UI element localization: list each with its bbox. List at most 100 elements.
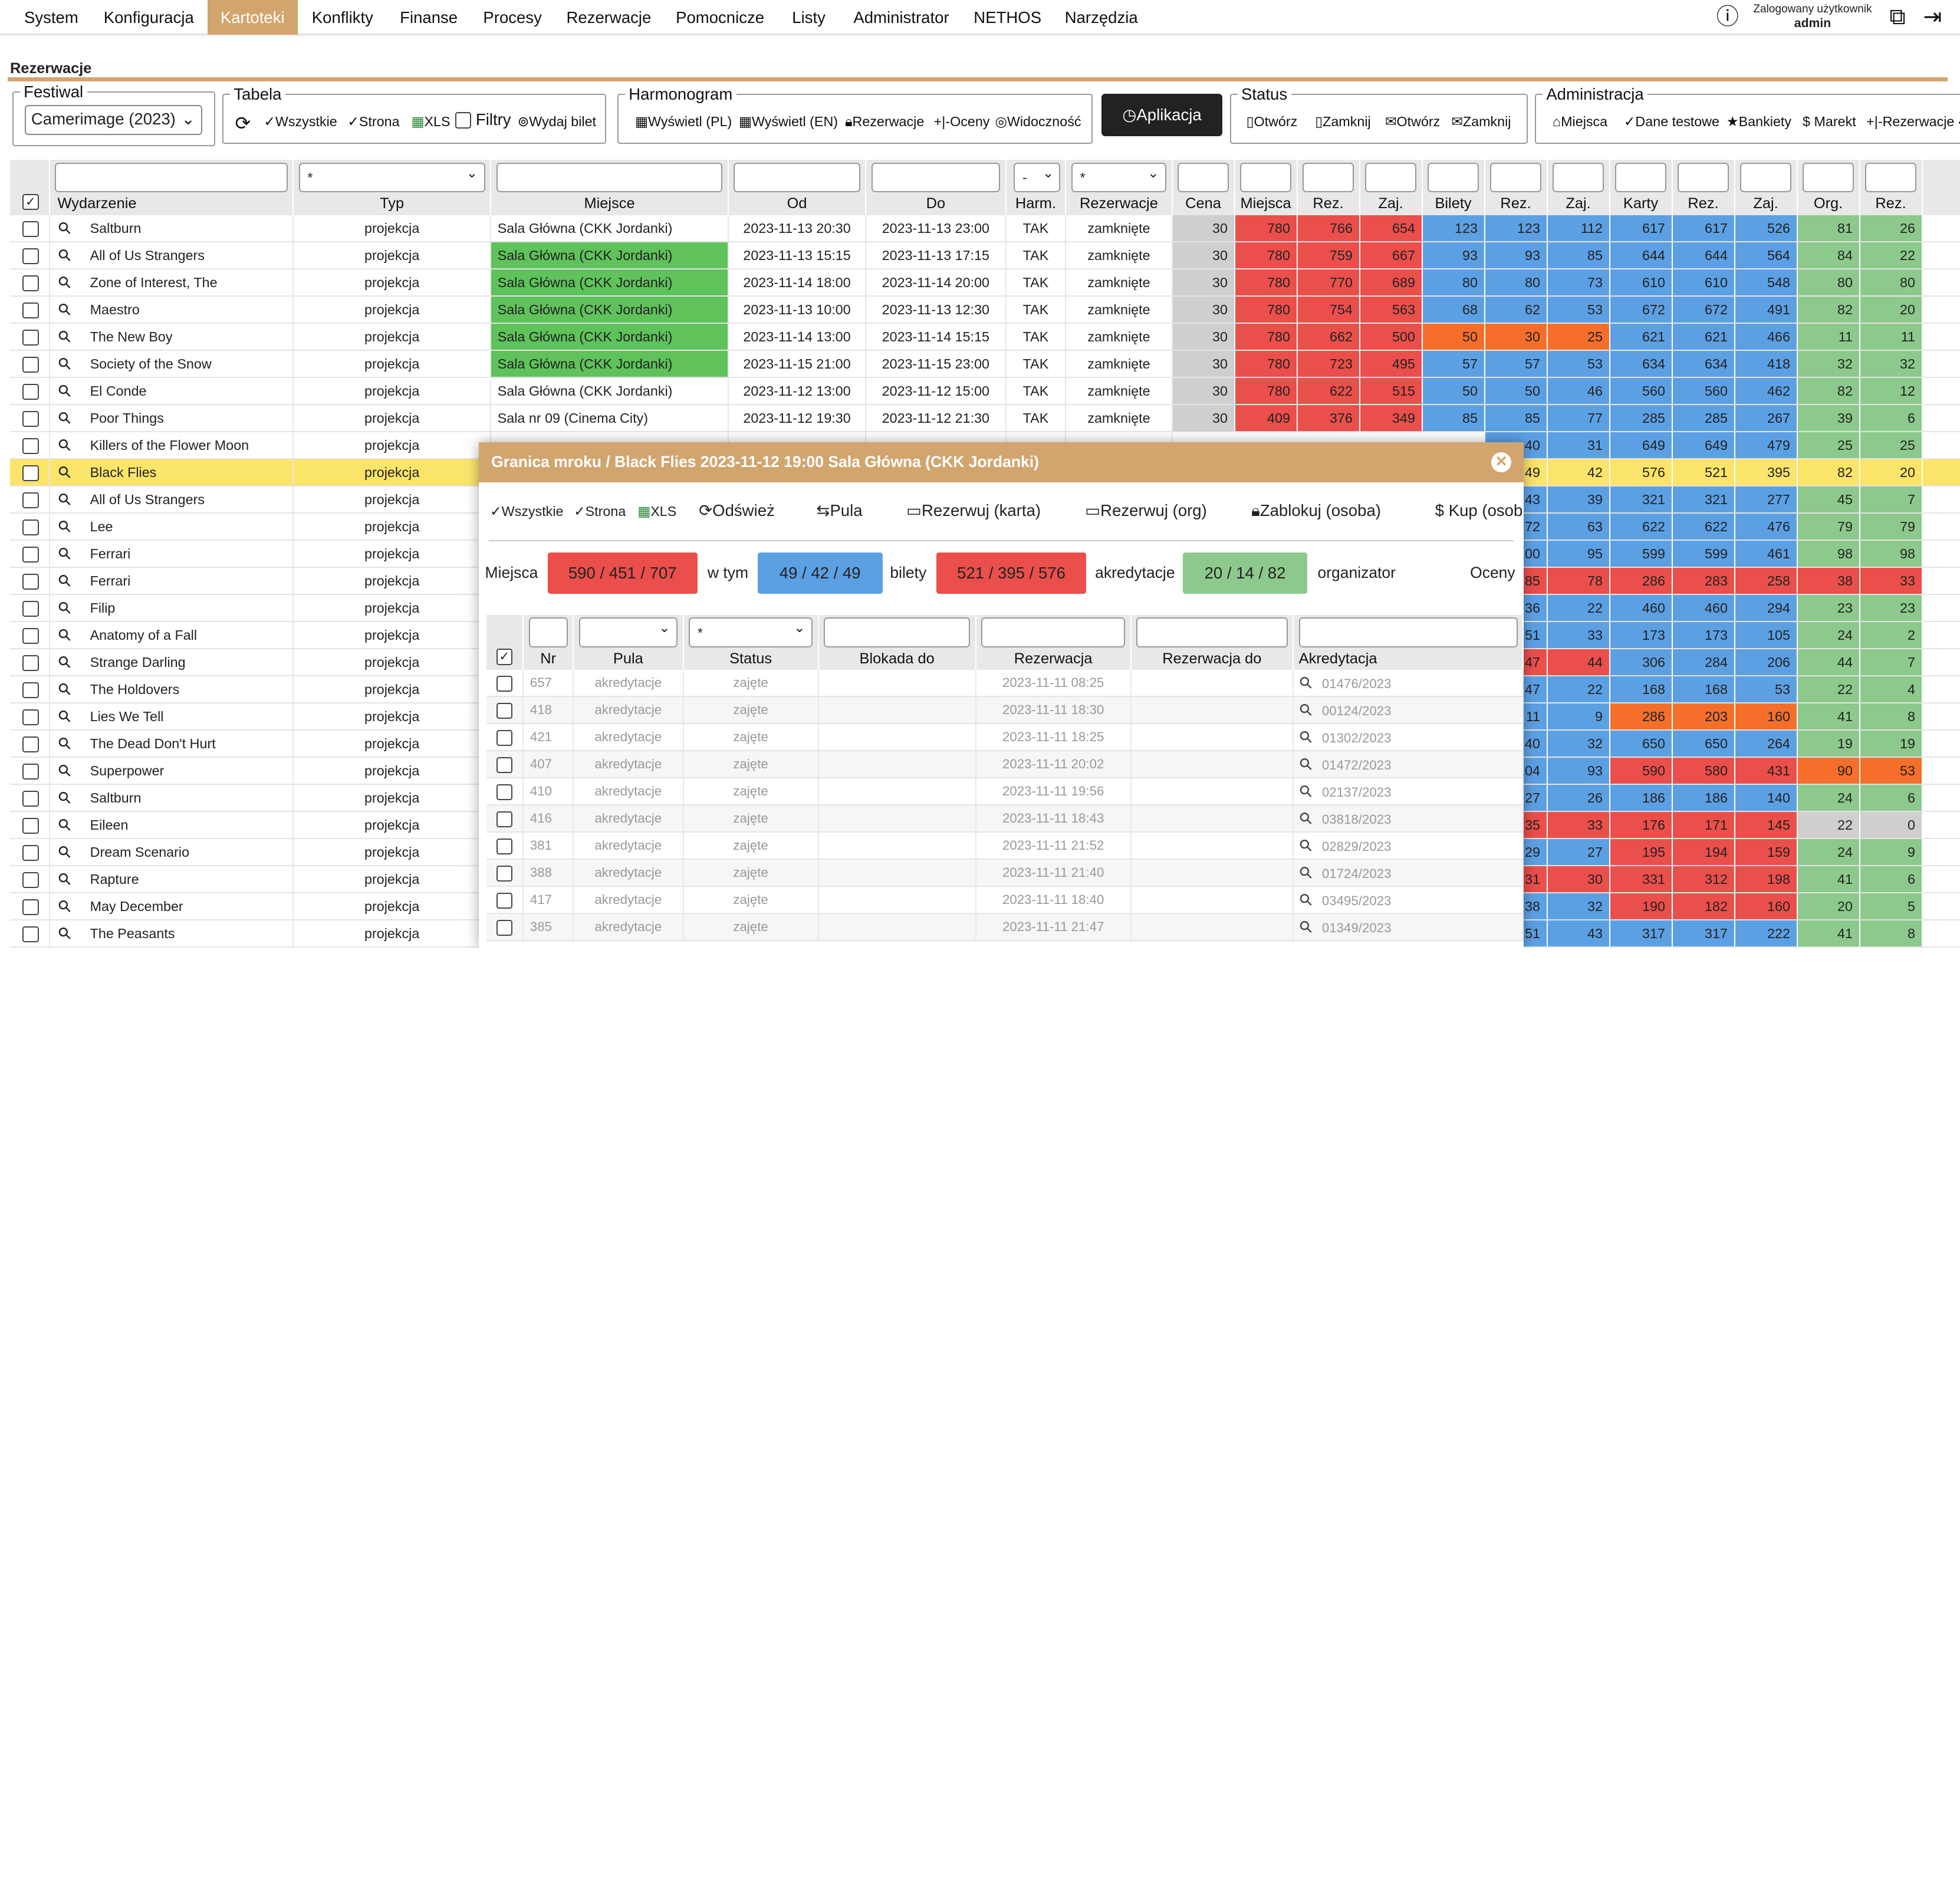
menu-finanse[interactable]: Finanse xyxy=(400,8,458,27)
seat-checkbox[interactable] xyxy=(496,702,513,719)
filter-input-bilety-12[interactable] xyxy=(1428,162,1479,193)
seat-checkbox[interactable] xyxy=(496,784,513,801)
row-checkbox[interactable] xyxy=(22,519,39,536)
seat-checkbox[interactable] xyxy=(496,729,513,747)
link-icon[interactable]: ⚲ xyxy=(1295,889,1317,911)
link-icon[interactable]: ⚲ xyxy=(54,380,75,402)
banquets-button[interactable]: ★Bankiety xyxy=(1726,114,1791,130)
places-button[interactable]: ⌂Miejsca xyxy=(1553,114,1607,130)
link-icon[interactable]: ⚲ xyxy=(54,787,75,808)
link-icon[interactable]: ⚲ xyxy=(54,624,75,646)
row-checkbox[interactable] xyxy=(22,736,39,753)
row-checkbox[interactable] xyxy=(22,899,39,916)
row-checkbox[interactable] xyxy=(22,329,39,346)
filter-input-org-18[interactable] xyxy=(1803,162,1854,193)
select-all-checkbox[interactable]: ✓ xyxy=(22,193,39,211)
row-checkbox[interactable] xyxy=(22,275,39,292)
link-icon[interactable]: ⚲ xyxy=(54,814,75,836)
link-icon[interactable]: ⚲ xyxy=(1295,672,1317,694)
table-row[interactable]: ⚲ May December projekcja 38 32 190 182 160 20 5 xyxy=(9,893,1960,920)
show-pl-button[interactable]: ▦Wyświetl (PL) xyxy=(635,114,732,130)
filter-input-zaj-14[interactable] xyxy=(1553,162,1604,193)
seat-checkbox[interactable] xyxy=(496,838,513,855)
row-checkbox[interactable] xyxy=(22,302,39,319)
menu-kartoteki[interactable]: Kartoteki xyxy=(207,0,298,35)
pool-button[interactable]: ⇆Pula xyxy=(816,501,862,520)
filters-toggle[interactable]: Filtry xyxy=(455,110,511,129)
link-icon[interactable]: ⚲ xyxy=(1295,916,1317,938)
row-checkbox[interactable] xyxy=(22,709,39,726)
visibility-button[interactable]: ◎Widoczność xyxy=(995,114,1081,130)
seat-checkbox[interactable] xyxy=(496,919,513,936)
block-person-button[interactable]: 🔒︎Zablokuj (osoba) xyxy=(1251,501,1381,521)
row-checkbox[interactable] xyxy=(22,573,39,590)
row-checkbox[interactable] xyxy=(22,817,39,834)
link-icon[interactable]: ⚲ xyxy=(54,759,75,781)
menu-pomocnicze[interactable]: Pomocnicze xyxy=(676,8,765,27)
link-icon[interactable]: ⚲ xyxy=(1295,726,1317,748)
seats-filter-pula[interactable]: ⌄ xyxy=(578,617,678,648)
seats-filter-status[interactable]: * ⌄ xyxy=(689,617,813,648)
table-row[interactable]: ⚲ El Conde projekcja Sala Główna (CKK Jorda… xyxy=(9,377,1960,405)
link-icon[interactable]: ⚲ xyxy=(1295,807,1317,830)
seats-row[interactable]: 418 akredytacje zajęte 2023-11-11 18:30 ⚲ 001… xyxy=(486,697,1524,725)
row-checkbox[interactable] xyxy=(22,600,39,617)
menu-konfiguracja[interactable]: Konfiguracja xyxy=(103,8,194,27)
link-icon[interactable]: ⚲ xyxy=(54,271,75,293)
filter-input-rez-10[interactable] xyxy=(1303,162,1354,193)
seats-filter-blokada-do[interactable] xyxy=(824,617,971,648)
link-icon[interactable]: ⚲ xyxy=(54,434,75,456)
link-icon[interactable]: ⚲ xyxy=(54,461,75,483)
link-icon[interactable]: ⚲ xyxy=(54,244,75,266)
select-page-button[interactable]: ✓Strona xyxy=(347,113,400,129)
link-icon[interactable]: ⚲ xyxy=(54,515,75,537)
seats-row[interactable]: 388 akredytacje zajęte 2023-11-11 21:40 ⚲ 017… xyxy=(486,860,1524,887)
row-checkbox[interactable] xyxy=(22,465,39,482)
link-icon[interactable]: ⚲ xyxy=(1295,699,1317,721)
table-row[interactable]: ⚲ The New Boy projekcja Sala Główna (CKK Jo… xyxy=(9,323,1960,351)
table-row[interactable]: ⚲ All of Us Strangers projekcja Sala Główna… xyxy=(9,242,1960,269)
row-checkbox[interactable] xyxy=(22,627,39,645)
row-checkbox[interactable] xyxy=(22,438,39,455)
link-icon[interactable]: ⚲ xyxy=(54,678,75,700)
test-data-button[interactable]: ✓Dane testowe xyxy=(1623,113,1719,129)
link-icon[interactable]: ⚲ xyxy=(54,542,75,564)
link-icon[interactable]: ⚲ xyxy=(1295,753,1317,775)
menu-listy[interactable]: Listy xyxy=(792,8,826,27)
link-icon[interactable]: ⚲ xyxy=(54,488,75,510)
seats-row[interactable]: 385 akredytacje zajęte 2023-11-11 21:47 ⚲ 013… xyxy=(486,914,1524,942)
reserve-org-button[interactable]: ▭Rezerwuj (org) xyxy=(1085,501,1207,520)
link-icon[interactable]: ⚲ xyxy=(54,705,75,727)
filter-input-zaj-17[interactable] xyxy=(1740,162,1792,193)
issue-ticket-button[interactable]: ⊚Wydaj bilet xyxy=(518,114,596,130)
link-icon[interactable]: ⚲ xyxy=(54,353,75,374)
dialog-xls-button[interactable]: ▦XLS xyxy=(637,504,676,519)
filter-input-do-5[interactable] xyxy=(871,162,1001,193)
menu-administrator[interactable]: Administrator xyxy=(853,8,949,27)
link-icon[interactable]: ⚲ xyxy=(54,651,75,673)
table-row[interactable]: ⚲ Rapture projekcja 31 30 331 312 198 41 6 xyxy=(9,866,1960,893)
row-checkbox[interactable] xyxy=(22,492,39,509)
link-icon[interactable]: ⚲ xyxy=(54,895,75,917)
seats-row[interactable]: 407 akredytacje zajęte 2023-11-11 20:02 ⚲ 014… xyxy=(486,751,1524,779)
table-row[interactable]: ⚲ Maestro projekcja Sala Główna (CKK Jordan… xyxy=(9,296,1960,324)
seats-select-all-checkbox[interactable]: ✓ xyxy=(496,649,513,665)
dialog-refresh-button[interactable]: ⟳Odśwież xyxy=(699,501,775,520)
show-en-button[interactable]: ▦Wyświetl (EN) xyxy=(739,114,838,130)
filter-input-harm-6[interactable]: - ⌄ xyxy=(1014,162,1060,193)
buy-button[interactable]: $ Kup (osob xyxy=(1435,501,1523,520)
close-icon[interactable]: ✕ xyxy=(1491,452,1512,473)
table-row[interactable]: ⚲ Poor Things projekcja Sala nr 09 (Cinema … xyxy=(9,405,1960,432)
festival-select[interactable]: Camerimage (2023) ⌄ xyxy=(25,105,203,135)
row-checkbox[interactable] xyxy=(22,844,39,861)
filter-input-rezerwacje-7[interactable]: * ⌄ xyxy=(1071,162,1167,193)
menu-system[interactable]: System xyxy=(24,8,78,27)
external-link-icon[interactable]: ⧉ xyxy=(1889,4,1906,30)
filter-input-zaj-11[interactable] xyxy=(1365,162,1417,193)
filter-input-rez-19[interactable] xyxy=(1865,162,1917,193)
filter-input-miejsce-3[interactable] xyxy=(496,162,723,193)
filter-input-cena-8[interactable] xyxy=(1178,162,1229,193)
refresh-icon[interactable]: ⟳ xyxy=(235,112,251,134)
row-checkbox[interactable] xyxy=(22,383,39,400)
seats-row[interactable]: 410 akredytacje zajęte 2023-11-11 19:56 ⚲ 021… xyxy=(486,778,1524,806)
